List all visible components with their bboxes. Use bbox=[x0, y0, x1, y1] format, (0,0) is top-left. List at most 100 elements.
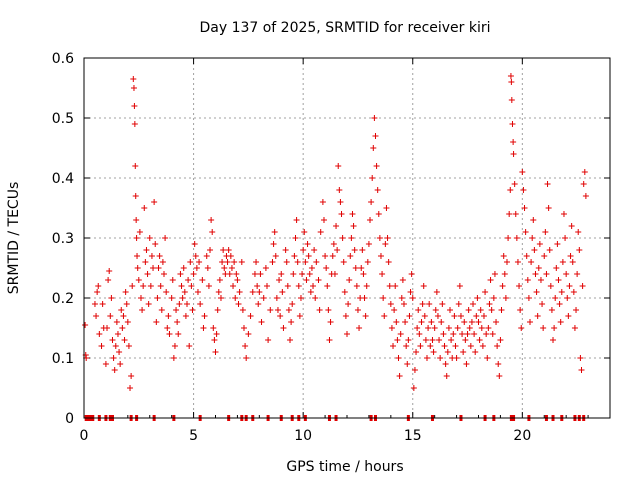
data-point bbox=[180, 265, 187, 271]
data-point bbox=[386, 283, 393, 289]
data-point bbox=[478, 325, 485, 331]
data-point bbox=[82, 322, 89, 328]
data-point bbox=[290, 271, 297, 277]
data-point bbox=[473, 313, 480, 319]
data-point bbox=[148, 253, 155, 259]
data-point bbox=[392, 283, 399, 289]
grid-lines bbox=[84, 58, 610, 418]
data-point bbox=[189, 307, 196, 313]
data-point bbox=[349, 211, 356, 217]
data-point bbox=[302, 259, 309, 265]
data-point bbox=[336, 187, 343, 193]
data-point bbox=[208, 217, 215, 223]
data-point bbox=[376, 235, 383, 241]
data-point bbox=[516, 283, 523, 289]
data-point bbox=[245, 331, 252, 337]
data-point bbox=[311, 247, 318, 253]
data-point bbox=[130, 85, 137, 91]
data-point bbox=[283, 259, 290, 265]
data-point bbox=[551, 325, 558, 331]
data-point bbox=[140, 283, 147, 289]
data-point bbox=[181, 289, 188, 295]
data-point bbox=[288, 319, 295, 325]
data-point bbox=[566, 283, 573, 289]
data-point bbox=[428, 319, 435, 325]
y-tick-label: 0.6 bbox=[52, 51, 74, 67]
data-point bbox=[238, 259, 245, 265]
data-point bbox=[443, 373, 450, 379]
data-point bbox=[95, 283, 102, 289]
data-point bbox=[177, 271, 184, 277]
data-point bbox=[564, 295, 571, 301]
data-point bbox=[93, 313, 100, 319]
data-point bbox=[322, 253, 329, 259]
x-axis-label: GPS time / hours bbox=[286, 459, 403, 475]
data-point bbox=[569, 259, 576, 265]
data-point bbox=[367, 217, 374, 223]
data-point bbox=[124, 319, 131, 325]
data-point bbox=[234, 277, 241, 283]
data-point bbox=[240, 325, 247, 331]
data-point bbox=[154, 295, 161, 301]
data-point bbox=[372, 133, 379, 139]
data-point bbox=[477, 307, 484, 313]
data-point bbox=[480, 313, 487, 319]
data-point bbox=[227, 253, 234, 259]
data-point bbox=[379, 271, 386, 277]
data-point bbox=[560, 211, 567, 217]
data-point bbox=[228, 265, 235, 271]
data-point bbox=[104, 325, 111, 331]
data-point bbox=[337, 199, 344, 205]
data-point bbox=[445, 325, 452, 331]
data-point bbox=[432, 307, 439, 313]
data-point bbox=[221, 265, 228, 271]
data-point bbox=[554, 241, 561, 247]
data-point bbox=[524, 277, 531, 283]
x-tick-label: 5 bbox=[189, 428, 198, 444]
data-point bbox=[510, 139, 517, 145]
data-point bbox=[364, 259, 371, 265]
data-point bbox=[365, 241, 372, 247]
data-point bbox=[153, 319, 160, 325]
data-point bbox=[581, 169, 588, 175]
data-point bbox=[254, 283, 261, 289]
data-point bbox=[510, 151, 517, 157]
axis-ticks: 0 5 10 15 20 0 0.1 0.2 0.3 0.4 0.5 0.6 bbox=[52, 51, 610, 444]
data-point bbox=[207, 247, 214, 253]
data-point bbox=[132, 193, 139, 199]
data-point bbox=[255, 301, 262, 307]
data-point bbox=[440, 331, 447, 337]
data-point bbox=[306, 271, 313, 277]
data-point bbox=[209, 229, 216, 235]
y-axis-label: SRMTID / TECUs bbox=[6, 182, 22, 295]
data-point bbox=[168, 295, 175, 301]
data-point bbox=[316, 307, 323, 313]
data-point bbox=[133, 235, 140, 241]
chart-title: Day 137 of 2025, SRMTID for receiver kir… bbox=[199, 20, 490, 36]
data-point bbox=[200, 325, 207, 331]
data-point bbox=[570, 289, 577, 295]
data-point bbox=[416, 331, 423, 337]
data-point bbox=[273, 295, 280, 301]
data-point bbox=[559, 259, 566, 265]
data-point bbox=[529, 235, 536, 241]
data-point bbox=[239, 307, 246, 313]
data-point bbox=[545, 205, 552, 211]
data-point bbox=[109, 337, 116, 343]
data-point bbox=[368, 199, 375, 205]
data-point bbox=[505, 235, 512, 241]
data-point bbox=[539, 301, 546, 307]
data-point bbox=[308, 265, 315, 271]
data-point bbox=[225, 247, 232, 253]
data-point bbox=[517, 307, 524, 313]
data-point bbox=[411, 367, 418, 373]
data-point bbox=[382, 241, 389, 247]
data-point bbox=[465, 307, 472, 313]
data-point bbox=[500, 253, 507, 259]
data-point bbox=[145, 301, 152, 307]
data-point bbox=[294, 259, 301, 265]
data-point bbox=[499, 283, 506, 289]
data-point bbox=[190, 271, 197, 277]
data-point bbox=[165, 313, 172, 319]
data-point bbox=[471, 331, 478, 337]
